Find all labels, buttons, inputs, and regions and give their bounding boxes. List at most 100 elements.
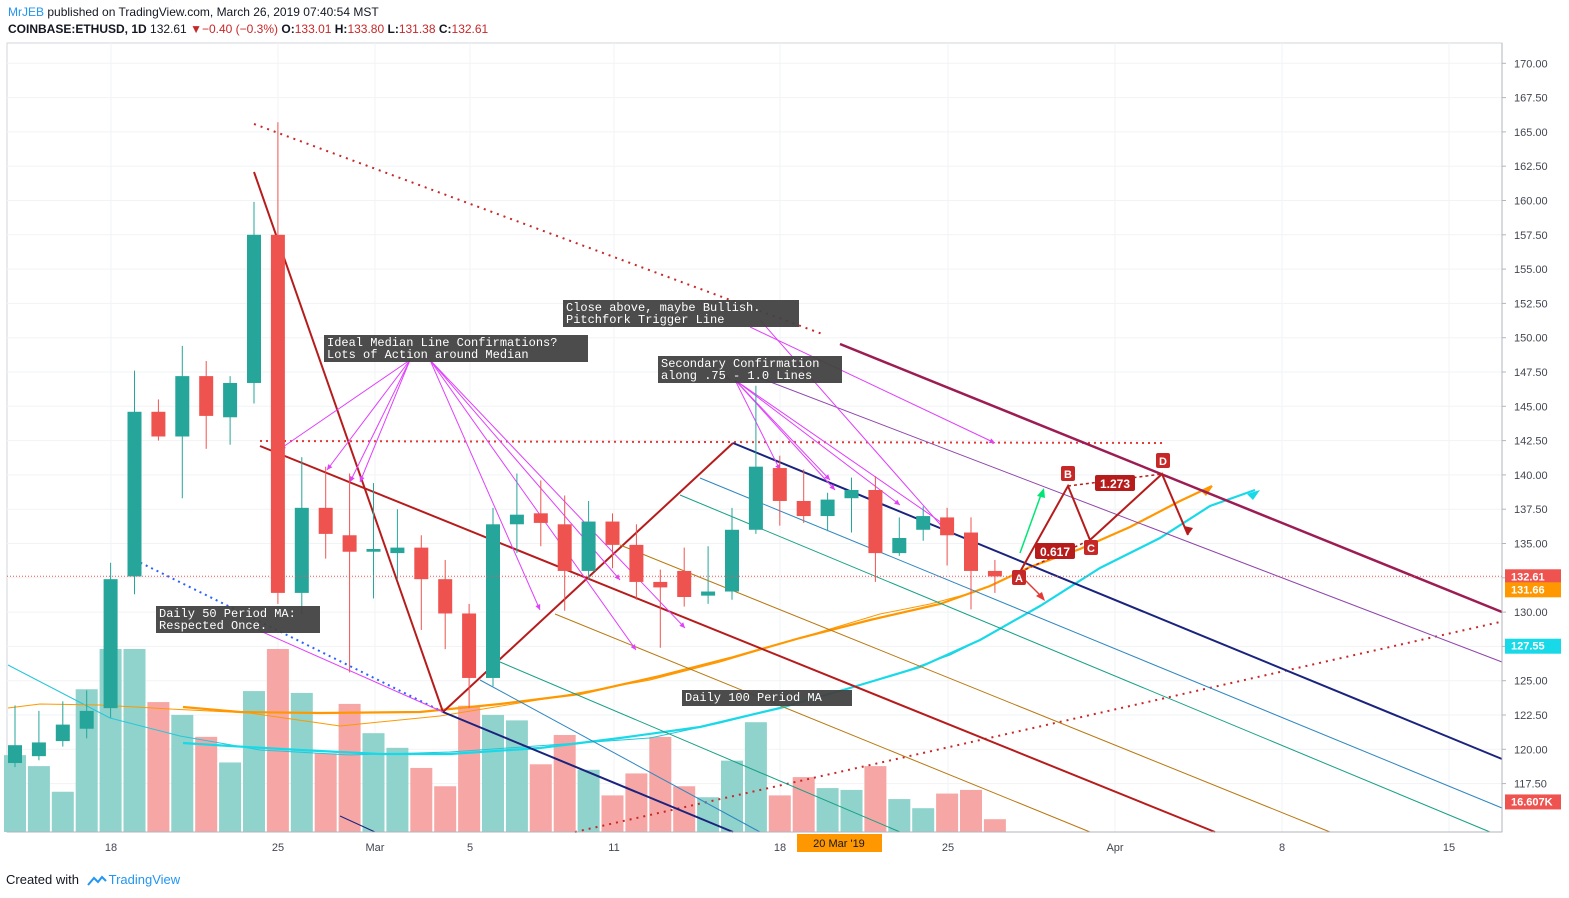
- price-label-bg: [1505, 794, 1561, 810]
- y-tick-label: 170.00: [1514, 58, 1548, 70]
- candle-body[interactable]: [987, 570, 1002, 577]
- candle-body[interactable]: [366, 548, 381, 552]
- annotation-text: Lots of Action around Median: [327, 348, 529, 362]
- candle-body[interactable]: [916, 516, 931, 530]
- ratio-label-bg: [1035, 543, 1075, 559]
- annotation-text: Daily 100 Period MA: [685, 691, 823, 705]
- candle-body[interactable]: [223, 382, 238, 418]
- candle-body[interactable]: [79, 710, 94, 729]
- y-tick-label: 167.50: [1514, 93, 1548, 105]
- arrow-head: [824, 474, 830, 480]
- annotation-box: [324, 335, 588, 362]
- ratio-label: 0.617: [1040, 545, 1070, 559]
- y-tick-label: 162.50: [1514, 161, 1548, 173]
- pattern-label-bg: [1084, 540, 1098, 555]
- candle-body[interactable]: [438, 579, 453, 614]
- candle-body[interactable]: [318, 507, 333, 534]
- price-label-bg: [1505, 582, 1561, 598]
- pattern-label-c: C: [1087, 543, 1095, 555]
- date-marker: 20 Mar '19: [813, 838, 865, 850]
- candle-body[interactable]: [820, 499, 835, 517]
- candle-body[interactable]: [175, 376, 190, 437]
- candle-body[interactable]: [199, 376, 214, 416]
- candle-body[interactable]: [557, 524, 572, 571]
- arrow-head: [535, 604, 541, 610]
- y-tick-label: 142.50: [1514, 436, 1548, 448]
- annotation-text: Pitchfork Trigger Line: [566, 313, 724, 327]
- candle-body[interactable]: [653, 581, 668, 588]
- pattern-label-d: D: [1159, 456, 1167, 468]
- x-tick-label: 8: [1279, 842, 1285, 854]
- pattern-label-a: A: [1015, 573, 1023, 585]
- candle-body[interactable]: [151, 411, 166, 437]
- candle-body[interactable]: [844, 489, 859, 499]
- symbol-name[interactable]: COINBASE:ETHUSD, 1D: [8, 22, 147, 36]
- red-arrow-head: [1036, 592, 1045, 601]
- volume-bar: [338, 703, 361, 832]
- candles[interactable]: [8, 122, 1002, 768]
- candle-body[interactable]: [629, 544, 644, 582]
- volume-bar: [553, 735, 576, 832]
- y-tick-label: 120.00: [1514, 744, 1548, 756]
- author-link[interactable]: MrJEB: [8, 5, 44, 19]
- candle-body[interactable]: [270, 234, 285, 593]
- candle-body[interactable]: [294, 507, 309, 593]
- annotation-text: Ideal Median Line Confirmations?: [327, 336, 557, 350]
- candle-body[interactable]: [342, 535, 357, 552]
- high-value: 133.80: [347, 22, 385, 36]
- x-tick-label: 25: [942, 842, 954, 854]
- volume-bar: [912, 808, 935, 832]
- candle-body[interactable]: [103, 579, 118, 709]
- candle-body[interactable]: [868, 489, 883, 554]
- candle-body[interactable]: [55, 724, 70, 742]
- volume-bar: [195, 736, 218, 832]
- y-tick-label: 140.00: [1514, 470, 1548, 482]
- confirmation-arrow: [734, 379, 901, 506]
- candle-body[interactable]: [533, 513, 548, 523]
- candle-body[interactable]: [462, 613, 477, 678]
- confirmation-arrow: [349, 359, 411, 483]
- candle-body[interactable]: [748, 466, 763, 530]
- candle-body[interactable]: [8, 745, 22, 764]
- candle-body[interactable]: [796, 500, 811, 517]
- ratio-label: 1.273: [1100, 477, 1130, 491]
- candle-body[interactable]: [486, 524, 500, 678]
- open-value: 133.01: [294, 22, 332, 36]
- candle-body[interactable]: [964, 532, 978, 571]
- volume-bar: [792, 777, 815, 832]
- candle-body[interactable]: [247, 234, 261, 383]
- low-label: L:: [387, 22, 399, 36]
- arrow-head: [679, 622, 685, 628]
- candle-body[interactable]: [509, 514, 524, 525]
- volume-bar: [171, 714, 194, 832]
- candle-body[interactable]: [940, 517, 955, 536]
- bd-diagonal: [1067, 473, 1163, 487]
- pattern-label-bg: [1012, 570, 1026, 585]
- candle-body[interactable]: [725, 529, 739, 592]
- channel-purple: [759, 377, 1503, 663]
- candle-body[interactable]: [677, 570, 692, 598]
- y-tick-label: 117.50: [1514, 779, 1547, 791]
- tradingview-logo-icon: [86, 875, 107, 886]
- candle-body[interactable]: [31, 742, 46, 757]
- annotation-text: Close above, maybe Bullish.: [566, 301, 760, 315]
- y-tick-label: 155.00: [1514, 264, 1548, 276]
- candle-body[interactable]: [701, 591, 716, 596]
- candle-body[interactable]: [772, 468, 787, 501]
- y-tick-label: 152.50: [1514, 298, 1548, 310]
- volume-bar: [290, 692, 313, 832]
- d-arrow-head: [1184, 526, 1193, 535]
- confirmation-arrow: [734, 379, 836, 491]
- candle-body[interactable]: [605, 521, 620, 545]
- candle-body[interactable]: [581, 521, 596, 571]
- candle-body[interactable]: [390, 547, 405, 554]
- confirmation-arrow: [359, 359, 411, 483]
- candle-body[interactable]: [127, 411, 142, 577]
- candle-body[interactable]: [414, 547, 429, 580]
- tradingview-link[interactable]: TradingView: [108, 872, 181, 887]
- confirmation-arrow: [279, 359, 411, 450]
- candle-body[interactable]: [892, 538, 907, 554]
- fork-line-blue-2: [479, 679, 761, 833]
- fork-line-teal: [679, 494, 1491, 833]
